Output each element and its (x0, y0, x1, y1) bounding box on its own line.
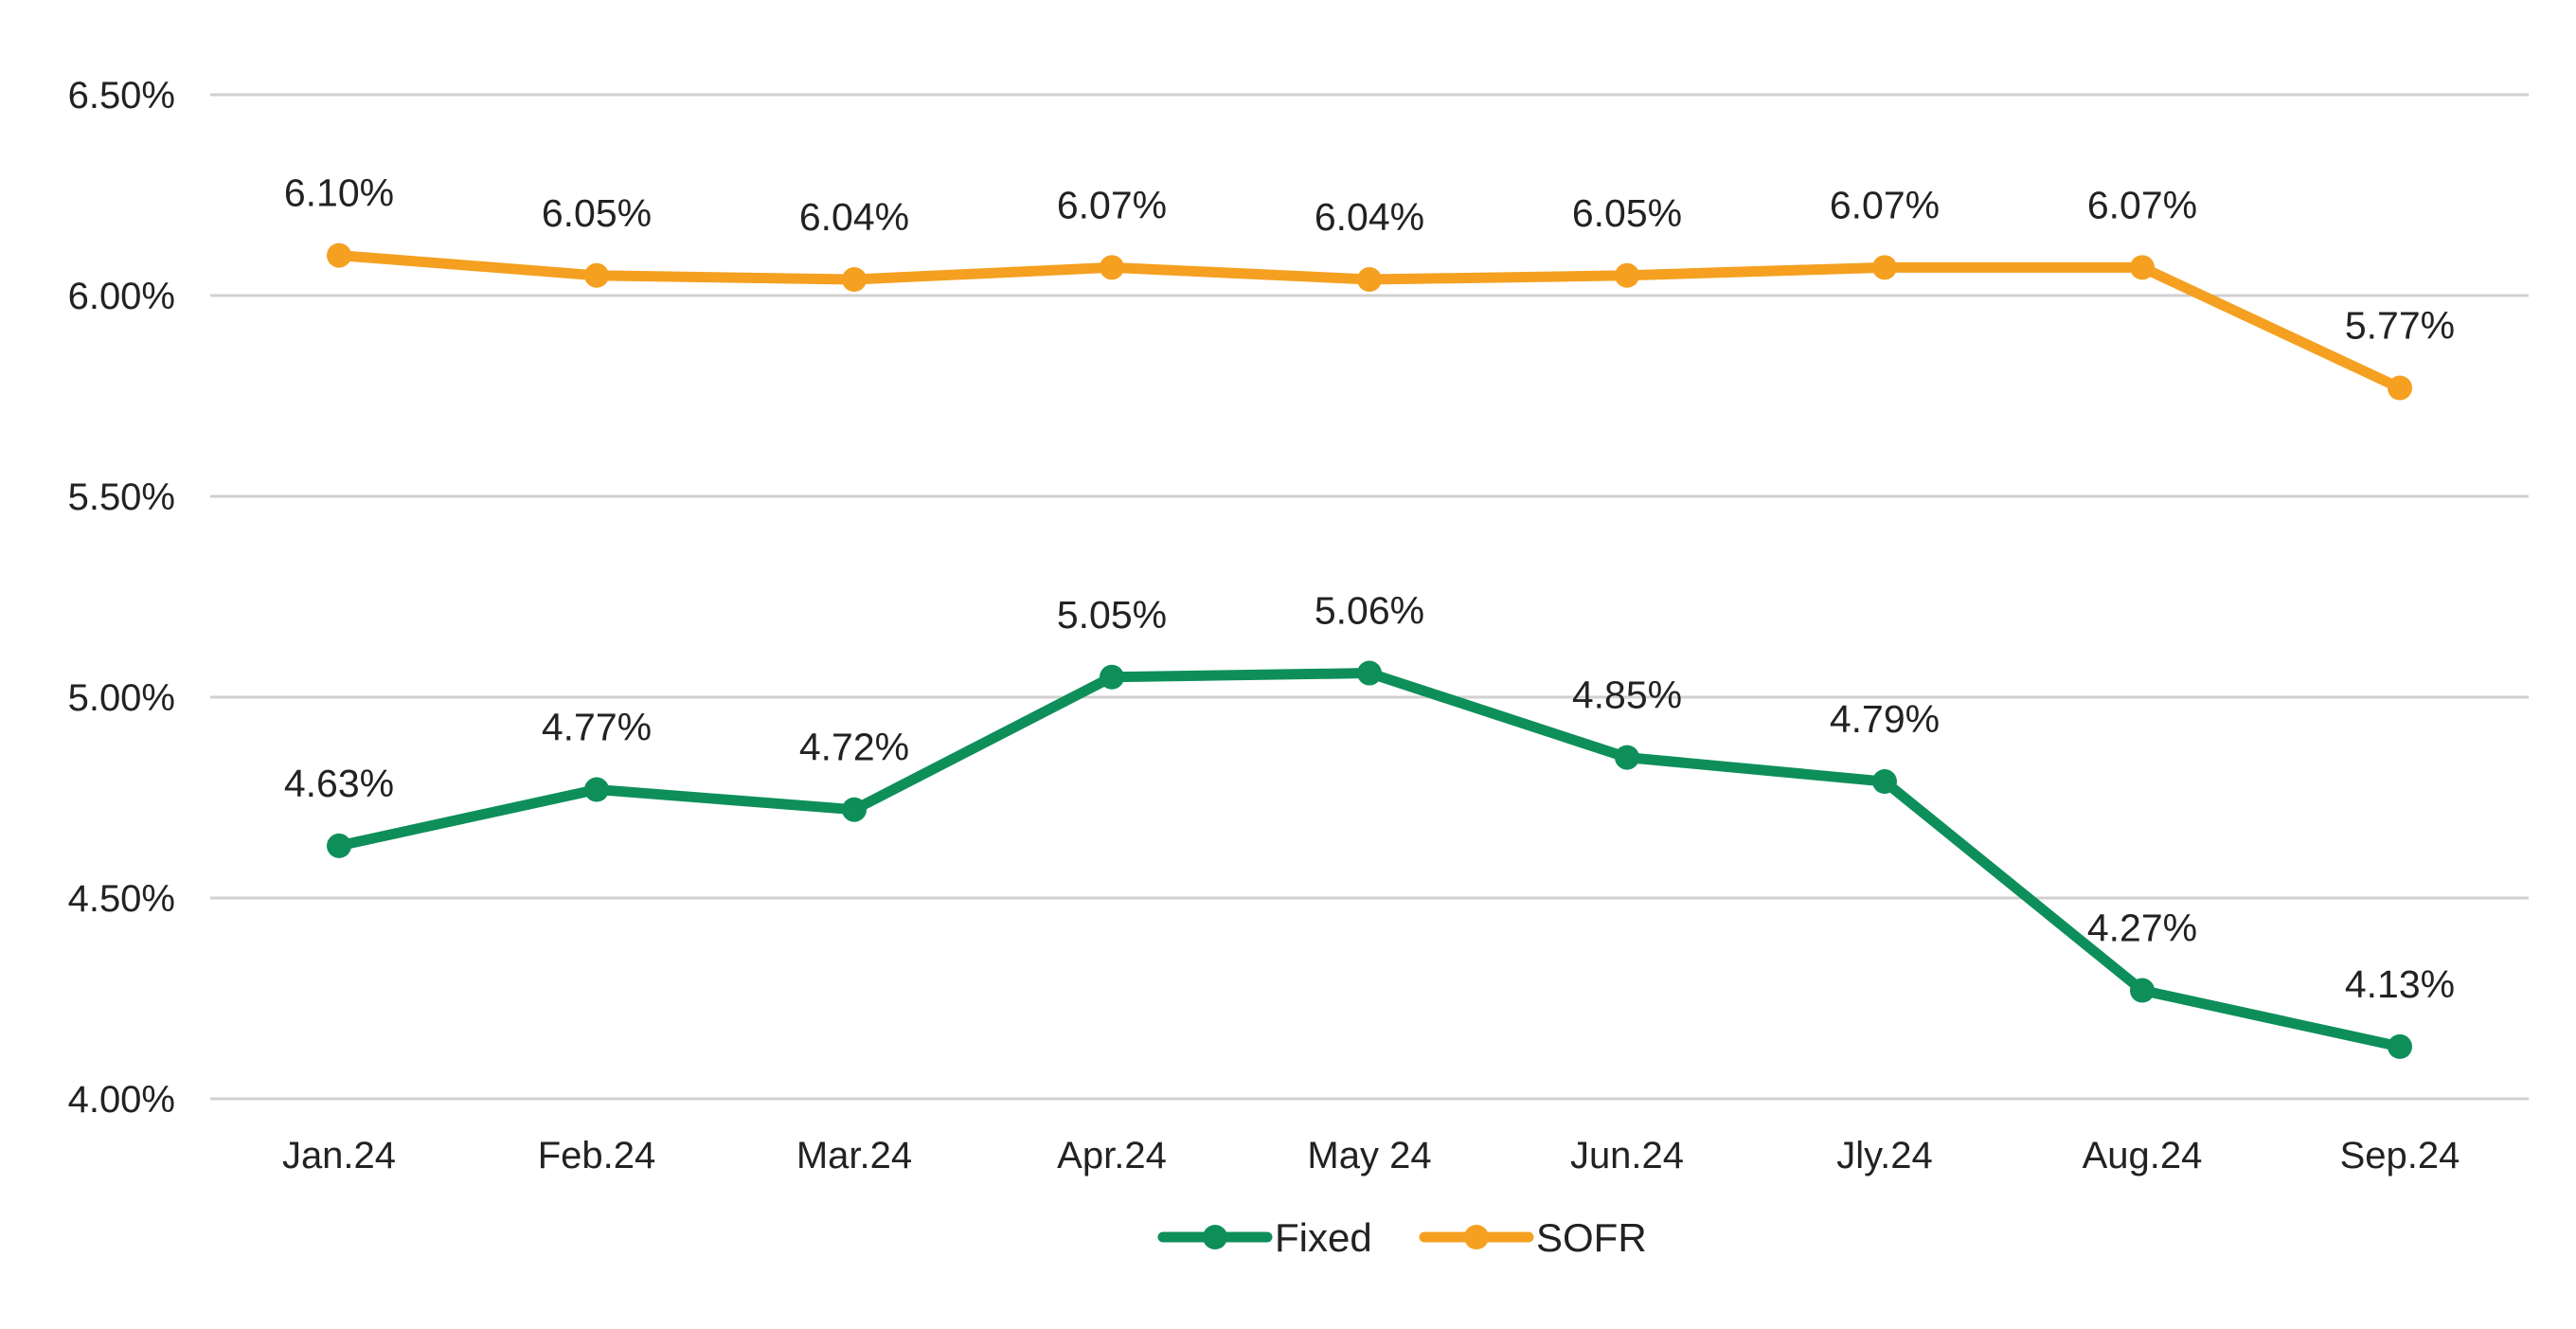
sofr-data-label: 6.05% (542, 191, 652, 235)
sofr-data-point (1615, 262, 1639, 288)
x-tick-label: Mar.24 (796, 1135, 912, 1176)
sofr-data-point (1872, 255, 1897, 280)
sofr-data-point (1100, 255, 1124, 280)
fixed-data-label: 4.27% (2087, 907, 2197, 950)
fixed-data-point (2388, 1033, 2412, 1059)
fixed-data-point (1357, 660, 1382, 686)
series-group (327, 242, 2412, 1059)
x-tick-label: Feb.24 (538, 1135, 656, 1176)
fixed-data-label: 4.13% (2345, 962, 2455, 1006)
fixed-data-label: 4.85% (1572, 673, 1682, 717)
legend: Fixed SOFR (1157, 1215, 1647, 1260)
fixed-data-label: 5.05% (1057, 593, 1167, 637)
fixed-data-label: 4.79% (1830, 697, 1940, 741)
y-tick-label: 6.00% (68, 276, 175, 317)
fixed-data-point (584, 777, 609, 802)
fixed-legend-label: Fixed (1275, 1215, 1372, 1260)
sofr-data-point (1357, 267, 1382, 293)
y-tick-label: 6.50% (68, 75, 175, 117)
fixed-data-label: 4.72% (799, 726, 909, 769)
x-tick-label: Jan.24 (282, 1135, 396, 1176)
sofr-data-label: 6.07% (2087, 183, 2197, 226)
fixed-data-point (1100, 664, 1124, 690)
fixed-legend-marker (1203, 1225, 1227, 1249)
sofr-data-point (842, 267, 867, 293)
fixed-data-point (842, 797, 867, 822)
sofr-data-point (584, 262, 609, 288)
y-axis: 4.00% 4.50% 5.00% 5.50% 6.00% 6.50% (68, 75, 175, 1121)
fixed-data-point (327, 833, 351, 858)
fixed-data-label: 4.63% (284, 762, 394, 805)
sofr-legend-marker (1464, 1225, 1489, 1249)
fixed-data-label: 5.06% (1315, 589, 1424, 633)
x-tick-label: Sep.24 (2340, 1135, 2460, 1176)
x-tick-label: Aug.24 (2083, 1135, 2203, 1176)
sofr-data-label: 6.07% (1057, 183, 1167, 226)
fixed-data-point (1872, 769, 1897, 795)
sofr-data-label: 6.10% (284, 171, 394, 215)
x-tick-label: Jly.24 (1836, 1135, 1933, 1176)
fixed-data-point (1615, 745, 1639, 770)
x-tick-label: Apr.24 (1057, 1135, 1167, 1176)
x-tick-label: May 24 (1307, 1135, 1431, 1176)
y-tick-label: 4.50% (68, 878, 175, 920)
grid-lines (210, 93, 2529, 1101)
sofr-data-point (2130, 255, 2155, 280)
data-labels: 4.63% 4.77% 4.72% 5.05% 5.06% 4.85% 4.79% 4.27%… (284, 171, 2455, 1006)
y-tick-label: 4.00% (68, 1079, 175, 1121)
y-tick-label: 5.00% (68, 677, 175, 719)
sofr-legend-label: SOFR (1536, 1215, 1647, 1260)
sofr-data-label: 6.05% (1572, 191, 1682, 235)
y-tick-label: 5.50% (68, 476, 175, 518)
sofr-data-label: 6.07% (1830, 183, 1940, 226)
x-axis: Jan.24 Feb.24 Mar.24 Apr.24 May 24 Jun.24 Jly.… (282, 1135, 2460, 1176)
sofr-data-point (327, 242, 351, 268)
fixed-data-label: 4.77% (542, 706, 652, 749)
sofr-data-label: 6.04% (799, 195, 909, 239)
sofr-data-label: 5.77% (2345, 304, 2455, 348)
fixed-data-point (2130, 978, 2155, 1003)
sofr-data-label: 6.04% (1315, 195, 1424, 239)
x-tick-label: Jun.24 (1570, 1135, 1684, 1176)
sofr-data-point (2388, 375, 2412, 401)
